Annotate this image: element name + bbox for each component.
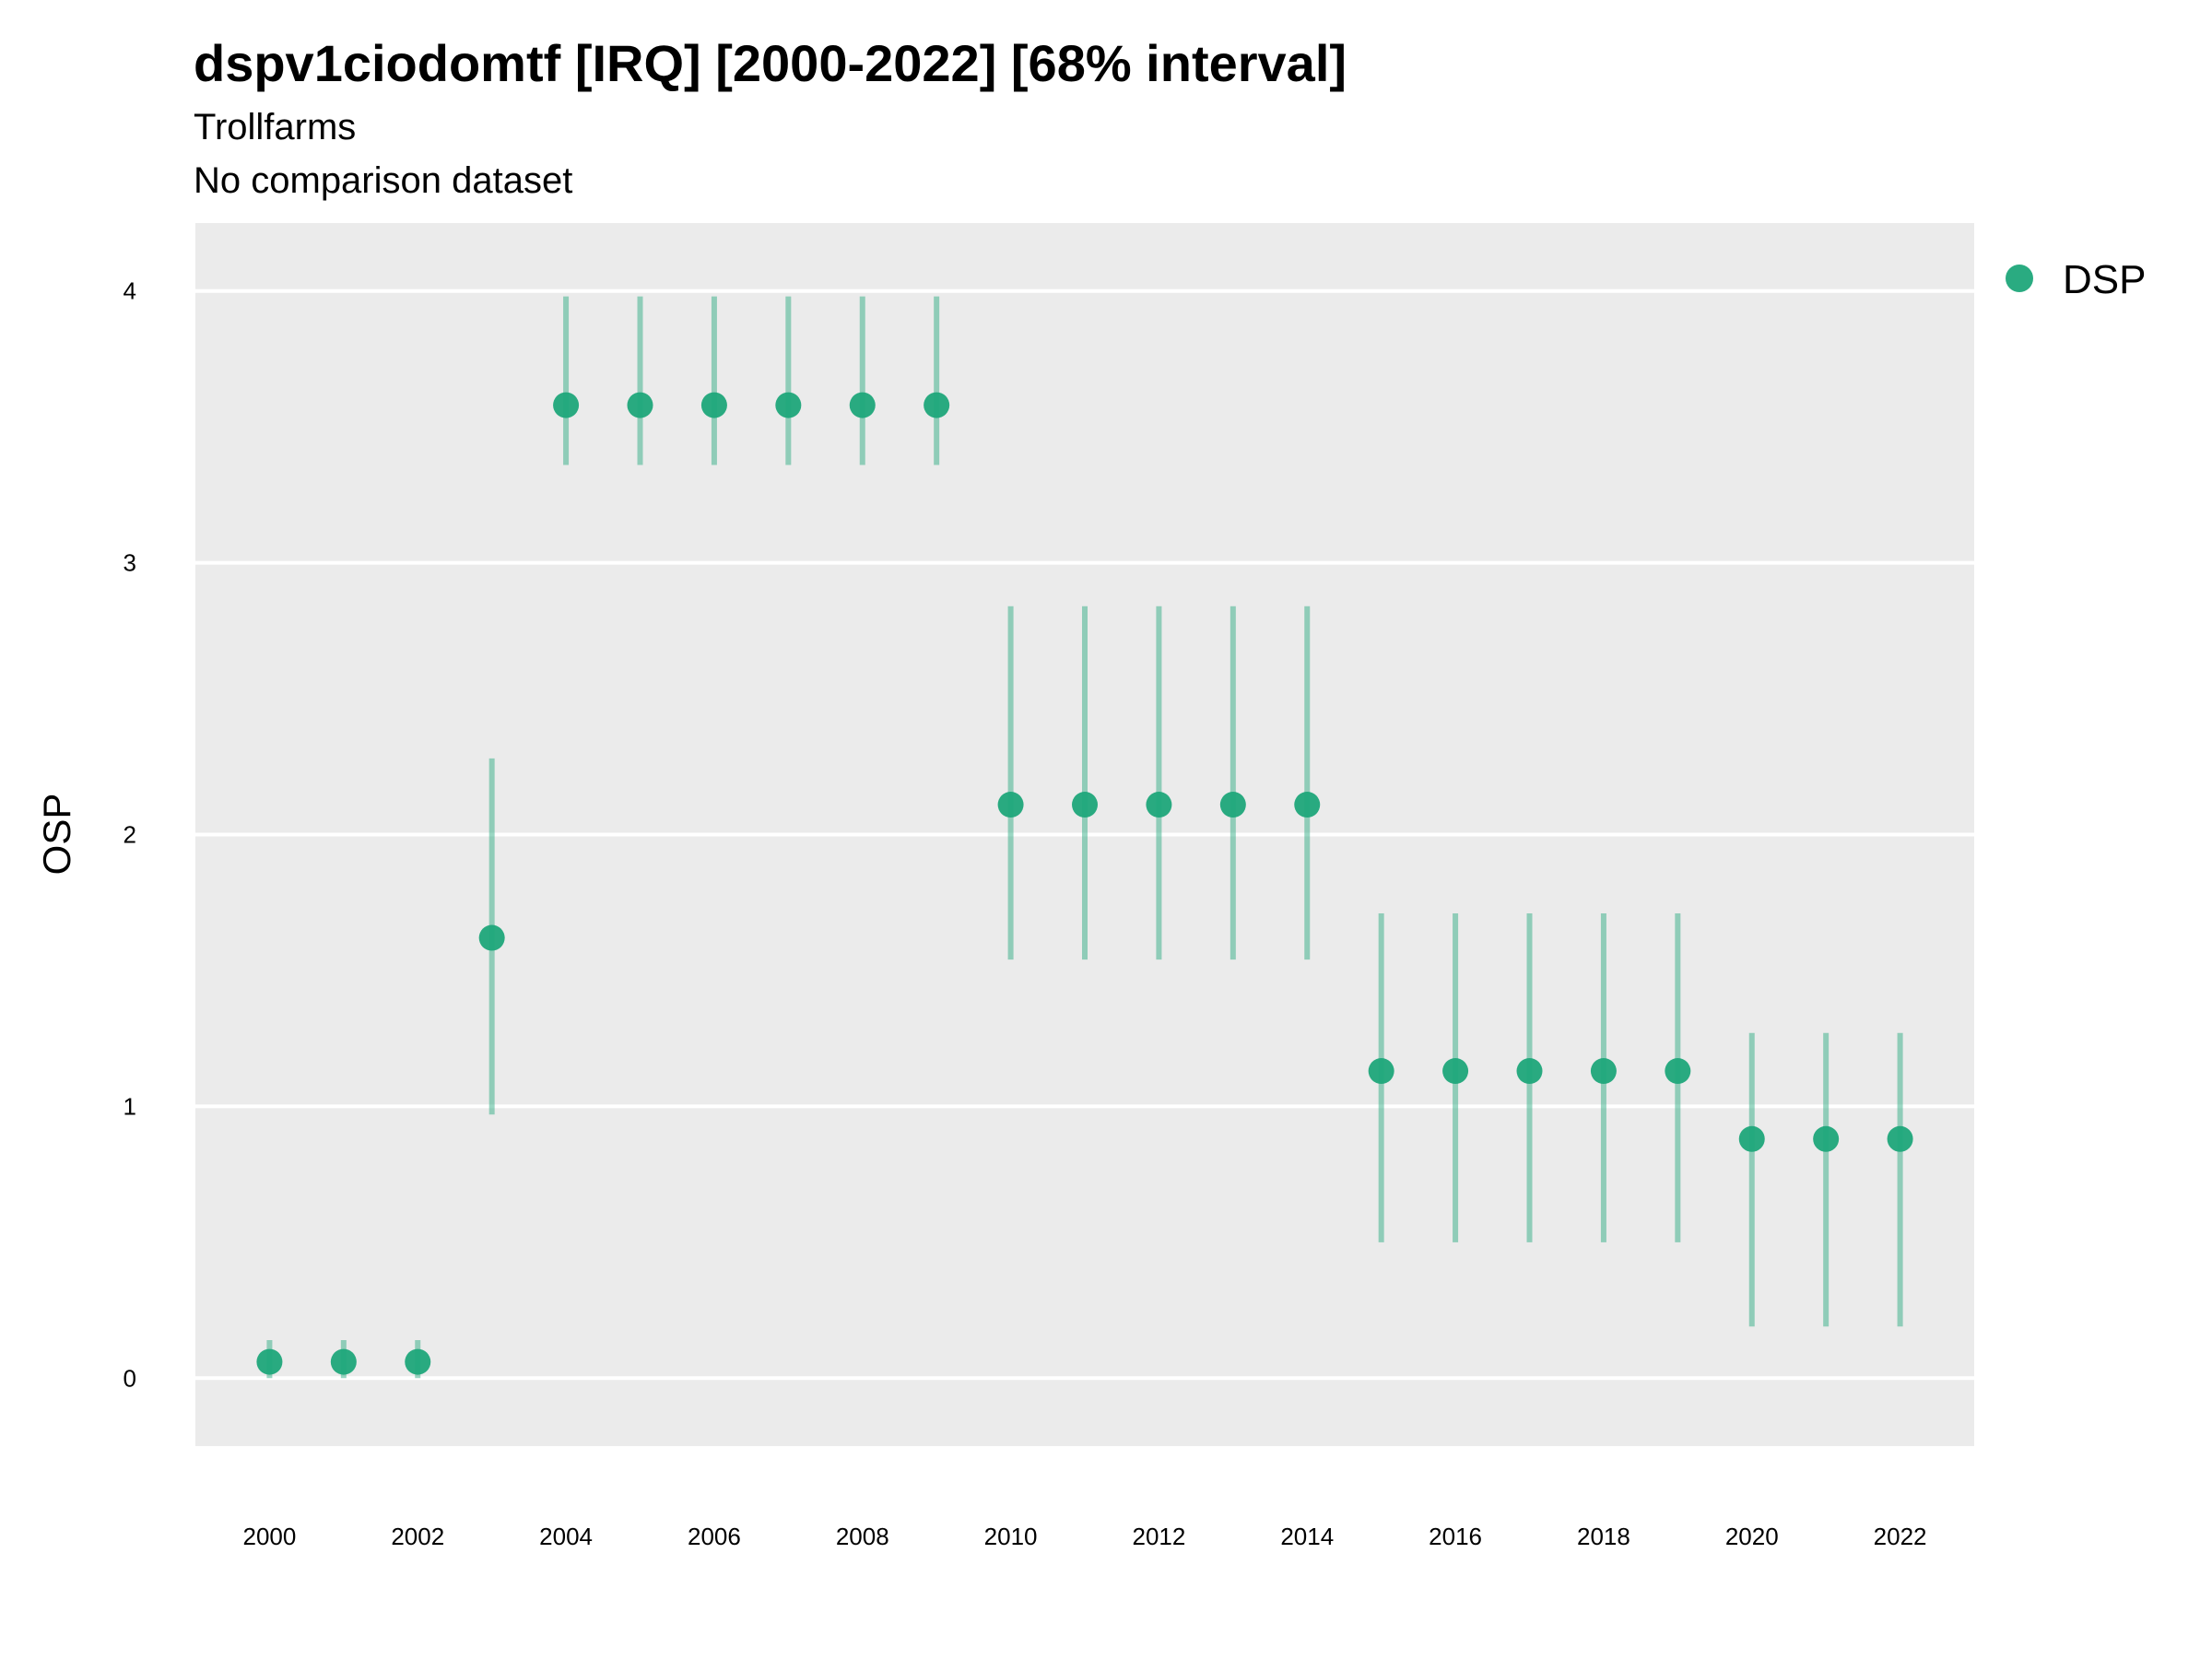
y-tick-label: 3 bbox=[124, 549, 136, 577]
x-tick-label: 2006 bbox=[688, 1523, 741, 1550]
data-point bbox=[1516, 1058, 1543, 1085]
x-tick-label: 2012 bbox=[1132, 1523, 1185, 1550]
x-tick-label: 2008 bbox=[836, 1523, 889, 1550]
data-point bbox=[1146, 792, 1172, 818]
data-point bbox=[478, 924, 505, 951]
data-point bbox=[1072, 792, 1098, 818]
data-point bbox=[700, 392, 727, 418]
legend: DSP bbox=[2006, 257, 2146, 302]
data-point bbox=[1442, 1058, 1469, 1085]
data-point bbox=[1294, 792, 1321, 818]
grid-lines bbox=[195, 288, 1974, 1381]
data-point bbox=[330, 1348, 357, 1375]
data-point bbox=[1590, 1058, 1617, 1085]
legend-dsp-swatch bbox=[2006, 265, 2033, 292]
y-axis-title: OSP bbox=[35, 794, 78, 876]
x-tick-label: 2020 bbox=[1725, 1523, 1779, 1550]
y-tick-label: 4 bbox=[124, 277, 136, 305]
x-tick-label: 2014 bbox=[1280, 1523, 1334, 1550]
legend-dsp-label: DSP bbox=[2063, 257, 2146, 302]
x-tick-label: 2022 bbox=[1874, 1523, 1927, 1550]
y-tick-label: 2 bbox=[124, 821, 136, 849]
x-tick-label: 2004 bbox=[539, 1523, 593, 1550]
chart-caption: No comparison dataset bbox=[194, 160, 573, 201]
data-point bbox=[1368, 1058, 1394, 1085]
y-tick-label: 1 bbox=[124, 1092, 136, 1120]
chart-title: dspv1ciodomtf [IRQ] [2000-2022] [68% int… bbox=[194, 34, 1347, 92]
data-point bbox=[775, 392, 802, 418]
data-point bbox=[1738, 1125, 1765, 1152]
data-point bbox=[405, 1348, 431, 1375]
y-tick-label: 0 bbox=[124, 1364, 136, 1392]
y-tick-labels: 0 1 2 3 4 bbox=[124, 277, 136, 1393]
x-tick-label: 2002 bbox=[391, 1523, 444, 1550]
x-tick-label: 2010 bbox=[984, 1523, 1038, 1550]
data-point bbox=[1887, 1125, 1913, 1152]
data-point bbox=[1665, 1058, 1691, 1085]
data-point bbox=[627, 392, 653, 418]
chart-subtitle: Trollfarms bbox=[194, 107, 357, 147]
x-tick-labels: 2000 2002 2004 2006 2008 2010 2012 2014 2016 2018… bbox=[242, 1523, 1926, 1550]
x-tick-label: 2018 bbox=[1577, 1523, 1630, 1550]
data-point bbox=[1219, 792, 1246, 818]
data-point bbox=[1813, 1125, 1840, 1152]
data-point bbox=[849, 392, 876, 418]
x-tick-label: 2016 bbox=[1429, 1523, 1482, 1550]
x-tick-label: 2000 bbox=[242, 1523, 296, 1550]
data-point bbox=[997, 792, 1024, 818]
data-point bbox=[553, 392, 580, 418]
data-point bbox=[256, 1348, 283, 1375]
data-points bbox=[256, 392, 1913, 1375]
data-point bbox=[924, 392, 950, 418]
